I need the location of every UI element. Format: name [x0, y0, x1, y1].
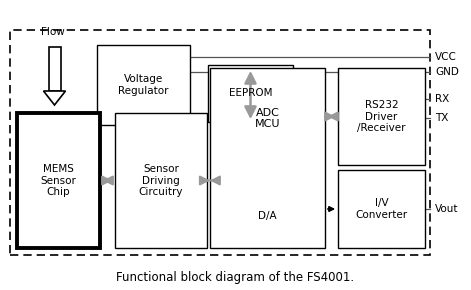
Bar: [10, 30, 430, 255]
Text: MEMS
Sensor
Chip: MEMS Sensor Chip: [41, 164, 76, 197]
Bar: [115, 113, 207, 248]
Text: EEPROM: EEPROM: [229, 88, 272, 99]
Text: RX: RX: [435, 94, 449, 104]
Text: Sensor
Driving
Circuitry: Sensor Driving Circuitry: [139, 164, 183, 197]
Bar: [17, 113, 100, 248]
Polygon shape: [43, 91, 65, 105]
Text: Flow: Flow: [41, 27, 65, 37]
Text: VCC: VCC: [435, 52, 457, 62]
Text: GND: GND: [435, 67, 459, 77]
Bar: [338, 170, 425, 248]
Text: Functional block diagram of the FS4001.: Functional block diagram of the FS4001.: [116, 271, 354, 284]
Bar: [97, 45, 190, 125]
Bar: [49, 47, 60, 91]
Text: ADC
MCU: ADC MCU: [255, 108, 280, 129]
Text: Voltage
Regulator: Voltage Regulator: [118, 74, 169, 96]
Text: Vout: Vout: [435, 204, 458, 214]
Text: TX: TX: [435, 113, 448, 124]
Bar: [338, 68, 425, 165]
Text: D/A: D/A: [258, 211, 277, 221]
Bar: [208, 65, 293, 122]
Bar: [210, 68, 325, 248]
Text: I/V
Converter: I/V Converter: [356, 198, 407, 220]
Text: RS232
Driver
/Receiver: RS232 Driver /Receiver: [357, 100, 406, 133]
